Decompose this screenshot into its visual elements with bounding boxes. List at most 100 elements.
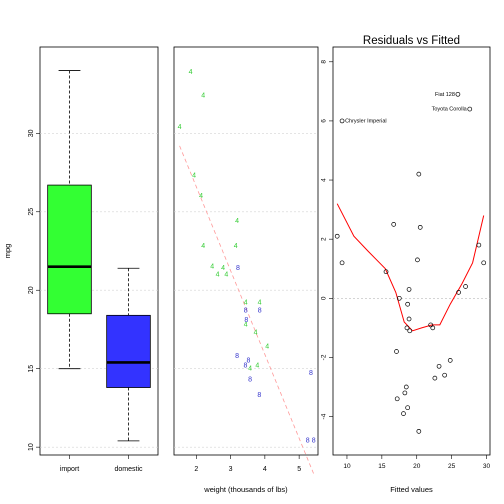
residual-point [432, 375, 438, 381]
point-marker: 8 [244, 362, 248, 369]
plot-frame [39, 46, 159, 456]
point-marker: 4 [235, 218, 239, 225]
x-tick-label: 4 [263, 466, 267, 473]
smoother-line [336, 203, 485, 332]
point-marker: 8 [258, 307, 262, 314]
residual-point [417, 224, 423, 230]
y-tick-label: -2 [321, 354, 328, 360]
point-label: Toyota Corolla [432, 107, 468, 113]
residual-point [396, 295, 402, 301]
point-marker: 8 [312, 438, 316, 445]
y-tick-label: 15 [28, 365, 35, 373]
x-axis-label: Fitted values [390, 485, 433, 494]
residual-point [402, 390, 408, 396]
chart-title: Residuals vs Fitted [363, 35, 460, 47]
residual-point [383, 269, 389, 275]
residual-point [339, 260, 345, 266]
residual-point [463, 284, 468, 289]
plot-frame [332, 46, 491, 456]
point-marker: 4 [248, 366, 252, 373]
y-tick-label: 0 [321, 296, 328, 300]
residual-point [334, 233, 340, 239]
x-tick-label: import [60, 466, 80, 473]
residual-point [436, 363, 442, 369]
residual-point [405, 405, 411, 411]
point-marker: 4 [224, 271, 228, 278]
y-tick-label: 25 [28, 208, 35, 216]
x-tick-label: 20 [413, 463, 421, 470]
plot-frame [173, 46, 319, 456]
residual-point [407, 328, 413, 334]
residual-point [403, 384, 409, 390]
y-tick-label: -4 [321, 413, 328, 419]
x-tick-label: 15 [378, 463, 386, 470]
x-tick-label: 3 [229, 466, 233, 473]
residual-point [481, 260, 487, 266]
point-marker: 8 [248, 377, 252, 384]
residual-point [406, 316, 412, 322]
point-marker: 4 [201, 243, 205, 250]
y-tick-label: 8 [321, 60, 328, 64]
residual-point [456, 290, 461, 295]
residual-point [447, 358, 453, 363]
x-tick-label: 30 [483, 463, 491, 470]
x-tick-label: 25 [448, 463, 456, 470]
point-marker: 4 [258, 300, 262, 307]
residual-point [467, 106, 473, 112]
residual-point [476, 242, 482, 248]
residual-point [404, 325, 410, 331]
residual-point [406, 287, 412, 292]
residual-point [394, 396, 400, 402]
y-tick-label: 4 [321, 178, 328, 182]
point-marker: 4 [255, 362, 259, 369]
residuals-panel: Residuals vs Fitted -4 -2 0 2 4 6 8 10 15 20 25 30 Fi… [321, 35, 491, 494]
point-marker: 4 [216, 271, 220, 278]
x-tick-label: domestic [114, 466, 143, 473]
residual-point [416, 171, 422, 177]
y-tick-label: 20 [28, 286, 35, 294]
residual-point [455, 91, 461, 97]
point-marker: 8 [244, 307, 248, 314]
residual-point [401, 411, 406, 416]
residual-point [339, 118, 345, 124]
point-marker: 8 [306, 438, 310, 445]
boxplot-panel: 10 15 20 25 30 mpg import domestic [3, 46, 159, 473]
point-marker: 4 [221, 265, 225, 272]
point-marker: 8 [246, 358, 250, 365]
y-tick-label: 6 [321, 119, 328, 123]
y-tick-label: 2 [321, 237, 328, 241]
y-tick-label: 30 [28, 129, 35, 137]
regression-line [179, 145, 315, 474]
point-marker: 4 [265, 344, 269, 351]
point-label: Chrysler Imperial [345, 118, 387, 124]
point-marker: 8 [235, 353, 239, 360]
point-marker: 4 [201, 92, 205, 99]
point-marker: 4 [254, 329, 258, 336]
residual-point [415, 257, 420, 263]
x-tick-label: 10 [343, 463, 351, 470]
point-marker: 4 [192, 173, 196, 180]
point-marker: 4 [178, 124, 182, 131]
point-marker: 4 [244, 322, 248, 329]
residual-point [442, 372, 447, 378]
point-marker: 4 [199, 193, 203, 200]
point-marker: 4 [234, 243, 238, 250]
residual-point [416, 428, 422, 434]
y-axis-label: mpg [3, 244, 12, 259]
point-marker: 4 [189, 69, 193, 76]
y-tick-label: 10 [28, 443, 35, 451]
point-marker: 8 [244, 317, 248, 324]
point-marker: 4 [244, 300, 248, 307]
residual-point [391, 222, 397, 227]
box-domestic [106, 314, 151, 388]
residual-point [394, 349, 399, 354]
point-label: Fiat 128 [435, 92, 455, 98]
x-tick-label: 2 [194, 466, 198, 473]
x-axis-label: weight (thousands of lbs) [203, 485, 288, 494]
point-marker: 8 [309, 370, 313, 377]
x-tick-label: 5 [297, 466, 301, 473]
box-import [47, 184, 92, 315]
point-marker: 4 [210, 264, 214, 271]
